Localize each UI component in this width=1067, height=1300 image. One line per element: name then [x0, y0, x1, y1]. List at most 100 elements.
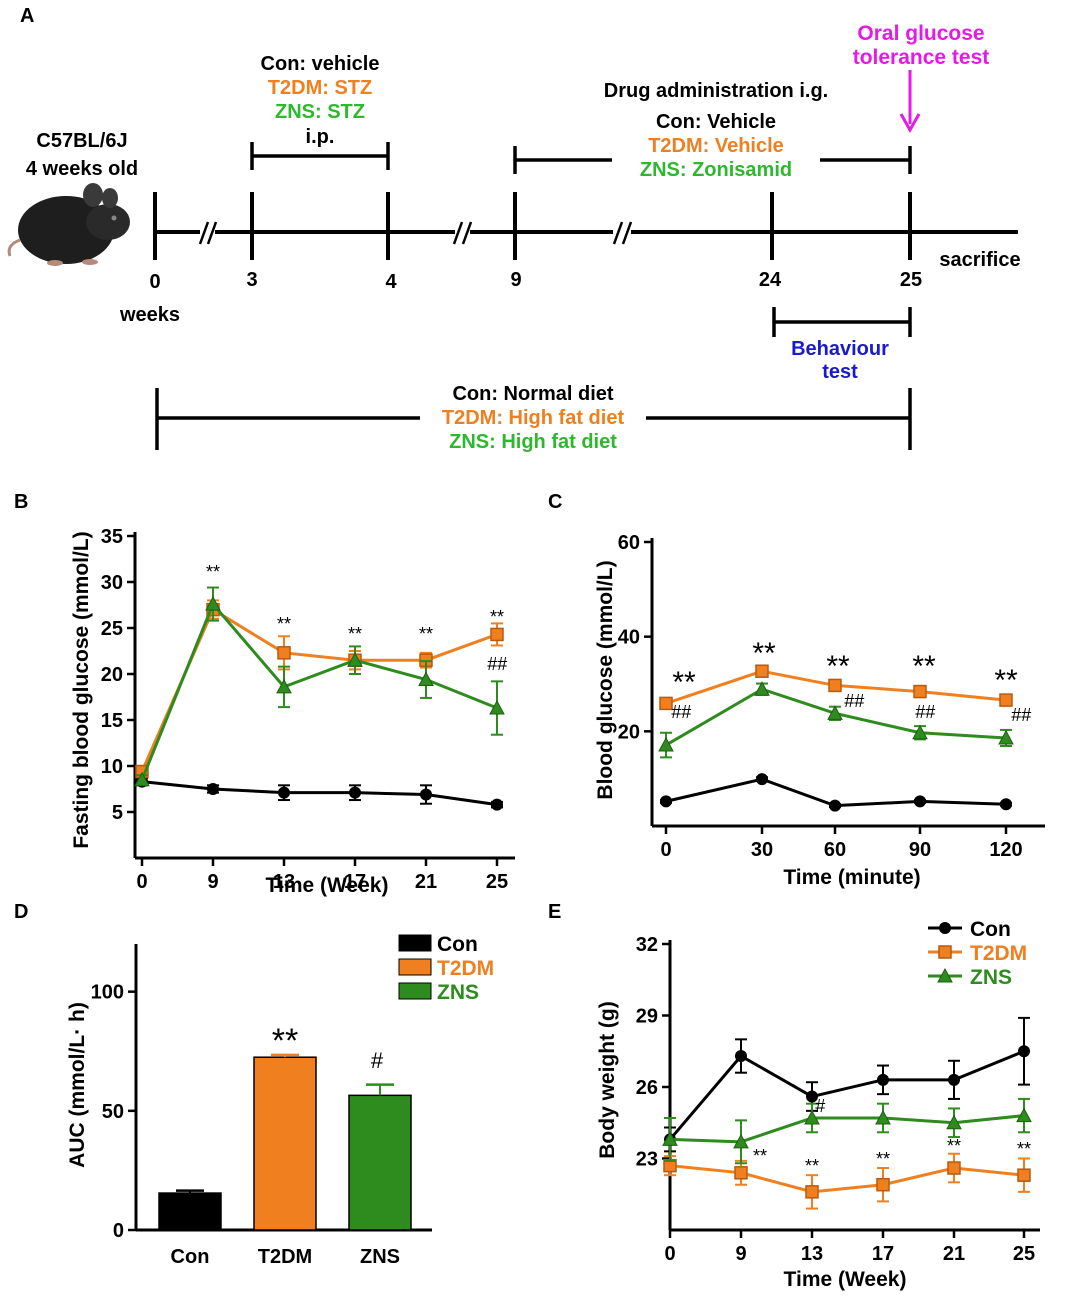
- significance-label: **: [272, 1022, 298, 1060]
- series-line-t2dm: [669, 1164, 1025, 1194]
- data-point-con: [660, 795, 672, 808]
- data-point-zns: [875, 1109, 891, 1125]
- data-point-t2dm: [947, 1161, 961, 1175]
- x-tick-label: 17: [872, 1243, 894, 1265]
- sacrifice-label: sacrifice: [939, 249, 1020, 271]
- significance-label: **: [826, 650, 850, 683]
- tick-week-3: 3: [246, 269, 257, 291]
- tick-week-25: 25: [900, 269, 922, 291]
- drug-con: Con: Vehicle: [656, 111, 776, 133]
- significance-label: ##: [1011, 705, 1032, 725]
- ogtt-arrow-icon: [899, 70, 921, 134]
- legend-marker-con: [939, 922, 951, 934]
- y-axis-label: Fasting blood glucose (mmol/L): [70, 531, 93, 848]
- x-tick-label: 13: [273, 871, 295, 893]
- diet-bracket: [155, 388, 912, 450]
- legend-marker-t2dm: [938, 945, 952, 959]
- significance-label: **: [876, 1149, 890, 1169]
- x-tick-label: 30: [751, 839, 773, 861]
- significance-label: **: [912, 650, 936, 683]
- bar-t2dm: [253, 1056, 317, 1231]
- x-tick-label: 9: [735, 1243, 746, 1265]
- tick-week-0: 0: [149, 271, 160, 293]
- data-point-t2dm: [277, 646, 291, 660]
- legend-label-zns: ZNS: [437, 981, 479, 1004]
- y-tick-label: 32: [636, 934, 658, 956]
- data-point-zns: [912, 724, 928, 740]
- significance-label: **: [994, 664, 1018, 697]
- y-tick-label: 10: [101, 756, 123, 778]
- significance-label: ##: [844, 691, 865, 711]
- data-point-con: [207, 783, 219, 795]
- data-point-t2dm: [659, 696, 673, 711]
- data-point-t2dm: [1017, 1168, 1031, 1182]
- significance-label: ##: [915, 702, 936, 722]
- panel-label-e: E: [548, 901, 561, 923]
- significance-label: **: [672, 666, 696, 699]
- data-point-con: [349, 786, 361, 799]
- timeline-axis: [153, 192, 1018, 260]
- y-tick-label: 29: [636, 1006, 658, 1028]
- y-tick-label: 23: [636, 1149, 658, 1171]
- legend-label-zns: ZNS: [970, 966, 1012, 989]
- data-point-zns: [1016, 1107, 1032, 1123]
- data-point-zns: [347, 652, 363, 667]
- panel-label-c: C: [548, 491, 562, 513]
- behaviour-line1: Behaviour: [791, 338, 889, 360]
- drug-t2dm: T2DM: Vehicle: [648, 135, 784, 157]
- ogtt-line1: Oral glucose: [857, 22, 984, 45]
- data-point-con: [420, 788, 432, 801]
- weeks-label: weeks: [119, 304, 180, 326]
- data-point-con: [948, 1073, 960, 1086]
- y-tick-label: 40: [618, 627, 640, 649]
- data-point-con: [877, 1073, 889, 1086]
- x-tick-label: 25: [1013, 1243, 1035, 1265]
- mouse-strain: C57BL/6J: [36, 130, 127, 152]
- y-axis-label: Blood glucose (mmol/L): [594, 560, 617, 799]
- x-tick-label: 0: [664, 1243, 675, 1265]
- x-tick-label: 0: [660, 839, 671, 861]
- drug-title: Drug administration i.g.: [604, 80, 828, 102]
- legend-swatch-t2dm: [398, 958, 432, 976]
- x-tick-label: 25: [486, 871, 508, 893]
- x-tick-label: 120: [989, 839, 1022, 861]
- data-point-con: [491, 798, 503, 811]
- legend-label-t2dm: T2DM: [970, 942, 1027, 965]
- legend-label-con: Con: [437, 933, 478, 956]
- legend-label-t2dm: T2DM: [437, 957, 494, 980]
- data-point-con: [829, 799, 841, 812]
- behaviour-line2: test: [822, 361, 858, 383]
- behaviour-bracket: [772, 307, 912, 337]
- data-point-con: [735, 1050, 747, 1063]
- series-line-con: [668, 1049, 1025, 1141]
- data-point-zns: [276, 678, 292, 694]
- y-tick-label: 35: [101, 526, 123, 548]
- stz-con: Con: vehicle: [261, 53, 380, 75]
- x-tick-label: 17: [344, 871, 366, 893]
- x-axis-label: Time (minute): [783, 866, 920, 889]
- chart-e: 23 26 29 32 0 9 13 17 21 25 Time (Week) Body weight…: [596, 918, 1040, 1291]
- data-point-zns: [998, 729, 1014, 745]
- significance-label: **: [753, 1146, 767, 1166]
- significance-label: #: [815, 1096, 826, 1116]
- x-tick-label: 13: [801, 1243, 823, 1265]
- panel-label-b: B: [14, 491, 28, 513]
- data-point-zns: [418, 671, 434, 687]
- data-point-t2dm: [913, 684, 927, 699]
- series-line-zns: [140, 601, 498, 781]
- y-tick-label: 26: [636, 1077, 658, 1099]
- diet-t2dm: T2DM: High fat diet: [442, 407, 625, 429]
- significance-label: ##: [487, 654, 508, 674]
- data-point-zns: [946, 1114, 962, 1130]
- y-axis-label: AUC (mmol/L· h): [66, 1002, 89, 1168]
- significance-label: **: [1017, 1139, 1031, 1159]
- data-point-con: [1000, 798, 1012, 811]
- stz-route: i.p.: [306, 126, 335, 148]
- x-tick-label: ZNS: [360, 1246, 400, 1268]
- x-tick-label: 60: [824, 839, 846, 861]
- panel-label-d: D: [14, 901, 28, 923]
- significance-label: **: [348, 624, 362, 644]
- y-tick-label: 25: [101, 618, 123, 640]
- legend-label-con: Con: [970, 918, 1011, 941]
